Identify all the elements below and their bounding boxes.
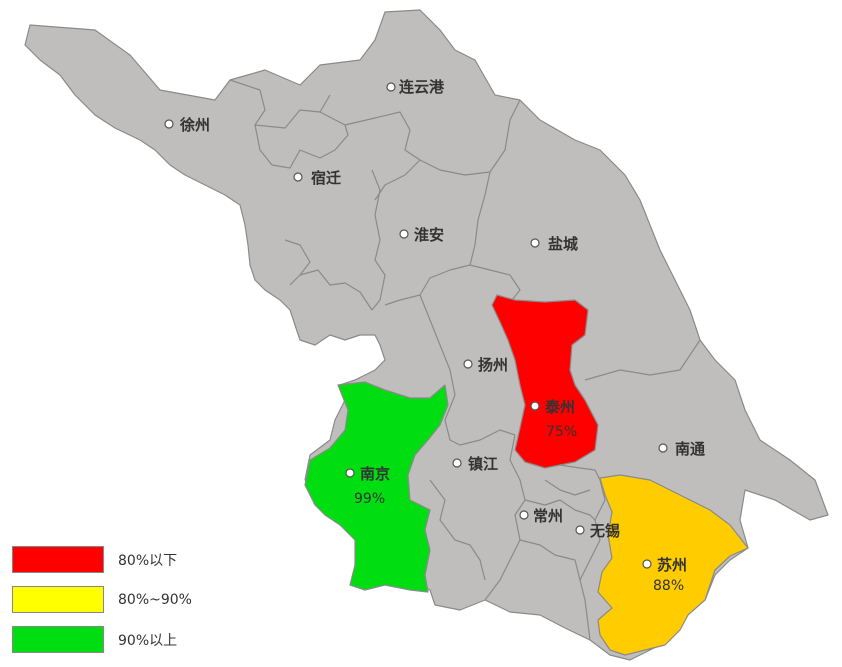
- city-name-changzhou: 常州: [533, 507, 563, 525]
- city-name-nantong: 南通: [675, 440, 705, 458]
- city-name-suqian: 宿迁: [311, 169, 341, 187]
- city-xuzhou: 徐州: [164, 116, 210, 134]
- city-name-xuzhou: 徐州: [179, 116, 210, 134]
- city-name-lianyungang: 连云港: [399, 78, 445, 96]
- map-legend: 80%以下 80%~90% 90%以上: [12, 545, 192, 665]
- city-name-suzhou: 苏州: [657, 556, 687, 574]
- region-taizhou: [491, 294, 599, 469]
- city-borders: [229, 79, 701, 641]
- legend-label-80-90: 80%~90%: [118, 591, 192, 608]
- legend-swatch-below80: [12, 546, 104, 573]
- city-name-taizhou: 泰州: [544, 398, 575, 416]
- legend-label-above90: 90%以上: [118, 632, 178, 649]
- legend-item-80-90: 80%~90%: [12, 585, 192, 614]
- city-yangzhou: 扬州: [463, 356, 508, 374]
- legend-swatch-80-90: [12, 586, 104, 613]
- city-value-taizhou: 75%: [546, 424, 577, 440]
- legend-label-below80: 80%以下: [118, 552, 178, 569]
- city-name-huaian: 淮安: [414, 226, 444, 244]
- city-name-yancheng: 盐城: [548, 235, 578, 253]
- city-value-nanjing: 99%: [354, 491, 385, 507]
- city-name-yangzhou: 扬州: [478, 356, 508, 374]
- city-lianyungang: 连云港: [386, 78, 445, 96]
- city-suzhou: 苏州 88%: [642, 556, 687, 594]
- city-value-suzhou: 88%: [653, 578, 684, 594]
- city-nanjing: 南京 99%: [345, 465, 390, 507]
- region-suzhou: [597, 474, 749, 656]
- city-suqian: 宿迁: [293, 169, 341, 187]
- legend-item-below80: 80%以下: [12, 545, 192, 574]
- city-wuxi: 无锡: [575, 522, 620, 540]
- legend-item-above90: 90%以上: [12, 625, 192, 654]
- city-name-wuxi: 无锡: [589, 522, 620, 540]
- city-changzhou: 常州: [519, 507, 563, 525]
- city-zhenjiang: 镇江: [452, 455, 498, 473]
- legend-swatch-above90: [12, 626, 104, 653]
- city-name-zhenjiang: 镇江: [468, 455, 498, 473]
- city-yancheng: 盐城: [530, 235, 578, 253]
- region-nanjing: [304, 381, 449, 593]
- city-name-nanjing: 南京: [360, 465, 390, 483]
- city-nantong: 南通: [658, 440, 705, 458]
- city-taizhou: 泰州 75%: [530, 398, 577, 440]
- city-huaian: 淮安: [399, 226, 444, 244]
